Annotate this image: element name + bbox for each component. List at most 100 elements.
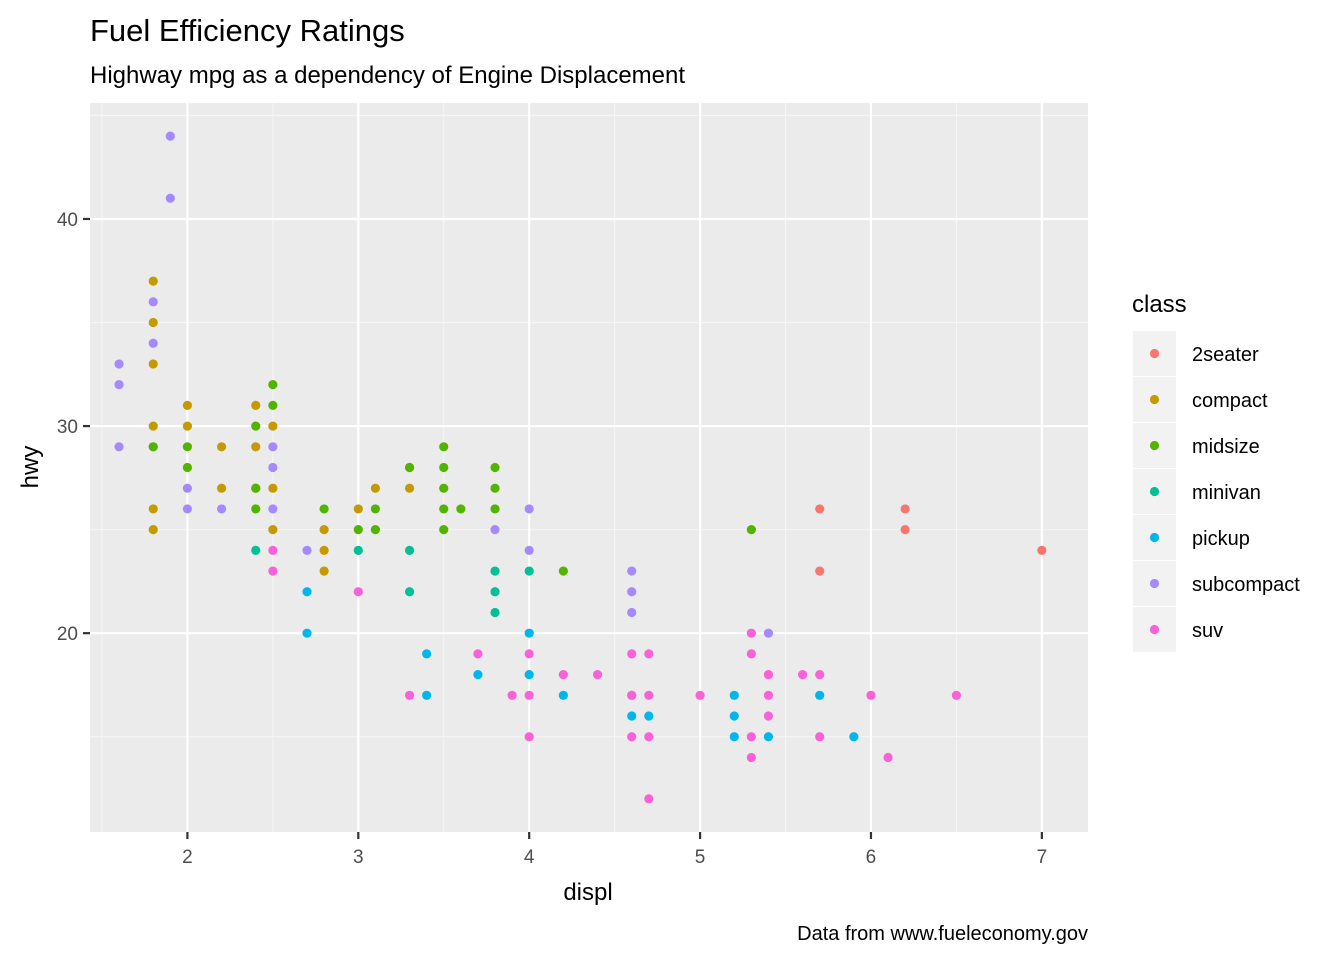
legend-key-compact <box>1149 394 1160 405</box>
data-point-subcompact <box>114 442 124 452</box>
chart-subtitle: Highway mpg as a dependency of Engine Di… <box>90 62 685 89</box>
data-point-compact <box>148 504 158 514</box>
data-point-suv <box>746 628 756 638</box>
legend-title: class <box>1132 291 1187 318</box>
data-point-midsize <box>370 525 380 535</box>
data-point-midsize <box>439 504 449 514</box>
data-point-suv <box>644 732 654 742</box>
data-point-subcompact <box>627 587 637 597</box>
data-point-subcompact <box>182 504 193 514</box>
data-point-midsize <box>558 566 568 576</box>
data-point-midsize <box>251 504 261 514</box>
chart-caption: Data from www.fueleconomy.gov <box>797 923 1088 945</box>
data-point-suv <box>644 649 654 659</box>
data-point-pickup <box>815 690 825 700</box>
data-point-pickup <box>524 670 534 680</box>
legend-label: pickup <box>1192 528 1250 550</box>
x-tick-label: 2 <box>182 847 193 868</box>
data-point-subcompact <box>216 504 227 514</box>
data-point-suv <box>524 690 534 700</box>
data-point-compact <box>216 483 227 493</box>
data-point-subcompact <box>627 566 637 576</box>
legend: class 2seater compact midsize minivan pickup… <box>1132 291 1300 652</box>
legend-label: 2seater <box>1192 344 1259 366</box>
legend-key-minivan <box>1149 486 1160 497</box>
data-point-subcompact <box>627 607 637 618</box>
data-point-suv <box>763 690 774 700</box>
legend-key-subcompact <box>1149 578 1160 589</box>
data-point-midsize <box>319 504 329 514</box>
data-point-suv <box>404 690 415 700</box>
data-point-pickup <box>422 690 432 700</box>
data-point-pickup <box>302 587 312 597</box>
data-point-suv <box>558 670 568 680</box>
data-point-suv <box>524 732 534 742</box>
data-point-suv <box>951 690 962 700</box>
data-point-compact <box>268 483 278 493</box>
data-point-2seater <box>815 566 825 576</box>
legend-key-pickup <box>1149 532 1160 543</box>
data-point-suv <box>473 649 483 659</box>
data-point-subcompact <box>490 525 500 535</box>
data-point-compact <box>319 525 329 535</box>
data-point-suv <box>815 670 825 680</box>
x-tick-label: 5 <box>695 847 706 868</box>
data-point-subcompact <box>182 483 193 493</box>
x-tick-label: 3 <box>353 847 364 868</box>
data-point-minivan <box>490 587 500 597</box>
data-point-2seater <box>1037 545 1047 555</box>
data-point-subcompact <box>268 504 278 514</box>
data-point-pickup <box>524 628 534 638</box>
data-point-midsize <box>268 380 278 390</box>
data-point-minivan <box>490 566 500 576</box>
legend-label: compact <box>1192 390 1268 412</box>
data-point-midsize <box>439 483 449 493</box>
data-point-midsize <box>182 442 193 452</box>
data-point-suv <box>627 649 637 659</box>
data-point-compact <box>370 483 380 493</box>
data-point-midsize <box>490 483 500 493</box>
data-point-midsize <box>148 442 158 452</box>
data-point-pickup <box>729 690 739 700</box>
data-point-compact <box>319 566 329 576</box>
data-point-midsize <box>370 504 380 514</box>
data-point-suv <box>883 752 893 763</box>
data-point-midsize <box>268 400 278 410</box>
data-point-subcompact <box>114 380 124 390</box>
data-point-compact <box>148 421 158 431</box>
legend-key-suv <box>1149 624 1160 635</box>
legend-key-2seater <box>1149 348 1160 359</box>
data-point-2seater <box>900 504 910 514</box>
data-point-midsize <box>404 462 415 473</box>
data-point-midsize <box>746 525 756 535</box>
data-point-suv <box>268 545 278 555</box>
data-point-suv <box>507 690 517 700</box>
data-point-2seater <box>900 525 910 535</box>
x-tick-label: 4 <box>524 847 535 868</box>
data-point-minivan <box>251 545 261 555</box>
data-point-subcompact <box>302 545 312 555</box>
legend-key-midsize <box>1149 440 1160 451</box>
data-point-subcompact <box>763 628 774 638</box>
data-point-2seater <box>815 504 825 514</box>
data-point-compact <box>182 421 193 431</box>
data-point-suv <box>746 752 756 763</box>
x-tick-label: 7 <box>1037 847 1048 868</box>
data-point-subcompact <box>268 462 278 473</box>
data-point-suv <box>268 566 278 576</box>
data-point-suv <box>353 587 363 597</box>
data-point-compact <box>319 545 329 555</box>
data-point-pickup <box>849 732 859 742</box>
x-axis-label: displ <box>563 879 612 906</box>
data-point-pickup <box>763 732 774 742</box>
y-axis-label: hwy <box>17 446 44 489</box>
x-tick-label: 6 <box>866 847 877 868</box>
data-point-midsize <box>439 442 449 452</box>
data-point-suv <box>763 711 774 721</box>
data-point-compact <box>148 359 158 369</box>
data-point-subcompact <box>148 338 158 348</box>
data-point-compact <box>268 421 278 431</box>
data-point-midsize <box>490 504 500 514</box>
data-point-suv <box>695 690 705 700</box>
